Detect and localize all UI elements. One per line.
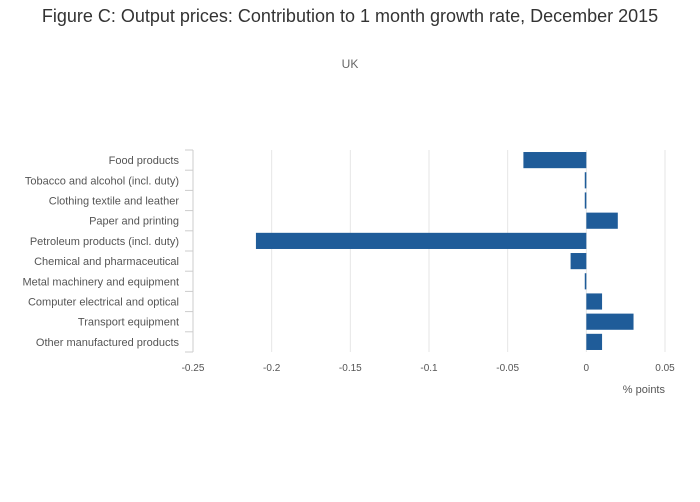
x-axis-title: % points — [623, 384, 666, 396]
bar[interactable] — [586, 313, 634, 330]
x-tick-label: -0.05 — [496, 363, 519, 374]
bar[interactable] — [586, 293, 603, 310]
x-tick-labels: -0.25 -0.2 -0.15 -0.1 -0.05 0 0.05 — [182, 363, 676, 374]
bar[interactable] — [586, 212, 618, 229]
x-tick-label: -0.15 — [339, 363, 362, 374]
category-label: Clothing textile and leather — [49, 196, 180, 208]
bar[interactable] — [584, 172, 587, 189]
y-axis — [185, 149, 194, 353]
category-label: Other manufactured products — [36, 337, 180, 349]
x-tick-label: -0.25 — [182, 363, 205, 374]
category-label: Food products — [109, 155, 180, 167]
bar[interactable] — [255, 232, 587, 249]
bar[interactable] — [584, 192, 587, 209]
category-label: Petroleum products (incl. duty) — [30, 236, 179, 248]
category-label: Paper and printing — [89, 216, 179, 228]
category-label: Transport equipment — [78, 317, 179, 329]
x-tick-label: 0.05 — [655, 363, 675, 374]
bars — [255, 152, 634, 350]
bar[interactable] — [586, 333, 603, 350]
category-label: Tobacco and alcohol (incl. duty) — [25, 175, 179, 187]
bar[interactable] — [523, 152, 587, 169]
category-label: Computer electrical and optical — [28, 297, 179, 309]
category-label: Chemical and pharmaceutical — [34, 256, 179, 268]
x-tick-label: -0.1 — [420, 363, 438, 374]
bar[interactable] — [584, 273, 587, 290]
chart-subtitle: UK — [341, 57, 359, 71]
x-tick-label: -0.2 — [263, 363, 281, 374]
category-label: Metal machinery and equipment — [22, 276, 179, 288]
category-labels: Food products Tobacco and alcohol (incl. … — [22, 155, 179, 349]
chart-title: Figure C: Output prices: Contribution to… — [41, 6, 659, 26]
bar[interactable] — [570, 253, 587, 270]
x-tick-label: 0 — [584, 363, 590, 374]
